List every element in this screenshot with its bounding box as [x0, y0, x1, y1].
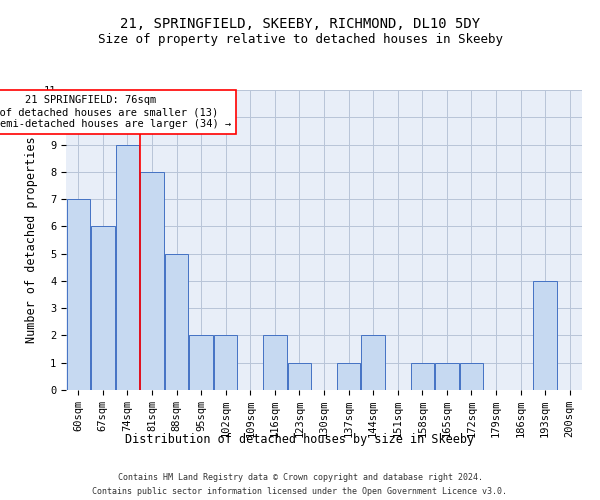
- Bar: [533, 281, 557, 390]
- Text: 21 SPRINGFIELD: 76sqm
← 26% of detached houses are smaller (13)
68% of semi-deta: 21 SPRINGFIELD: 76sqm ← 26% of detached …: [0, 96, 231, 128]
- Text: 21, SPRINGFIELD, SKEEBY, RICHMOND, DL10 5DY: 21, SPRINGFIELD, SKEEBY, RICHMOND, DL10 …: [120, 18, 480, 32]
- Bar: [460, 362, 483, 390]
- Bar: [140, 172, 164, 390]
- Bar: [435, 362, 458, 390]
- Bar: [263, 336, 287, 390]
- Bar: [116, 144, 139, 390]
- Text: Contains HM Land Registry data © Crown copyright and database right 2024.: Contains HM Land Registry data © Crown c…: [118, 472, 482, 482]
- Bar: [214, 336, 238, 390]
- Bar: [288, 362, 311, 390]
- Bar: [67, 199, 90, 390]
- Bar: [337, 362, 360, 390]
- Y-axis label: Number of detached properties: Number of detached properties: [25, 136, 38, 344]
- Bar: [165, 254, 188, 390]
- Bar: [361, 336, 385, 390]
- Text: Contains public sector information licensed under the Open Government Licence v3: Contains public sector information licen…: [92, 488, 508, 496]
- Bar: [91, 226, 115, 390]
- Text: Size of property relative to detached houses in Skeeby: Size of property relative to detached ho…: [97, 32, 503, 46]
- Text: Distribution of detached houses by size in Skeeby: Distribution of detached houses by size …: [125, 432, 475, 446]
- Bar: [190, 336, 213, 390]
- Bar: [410, 362, 434, 390]
